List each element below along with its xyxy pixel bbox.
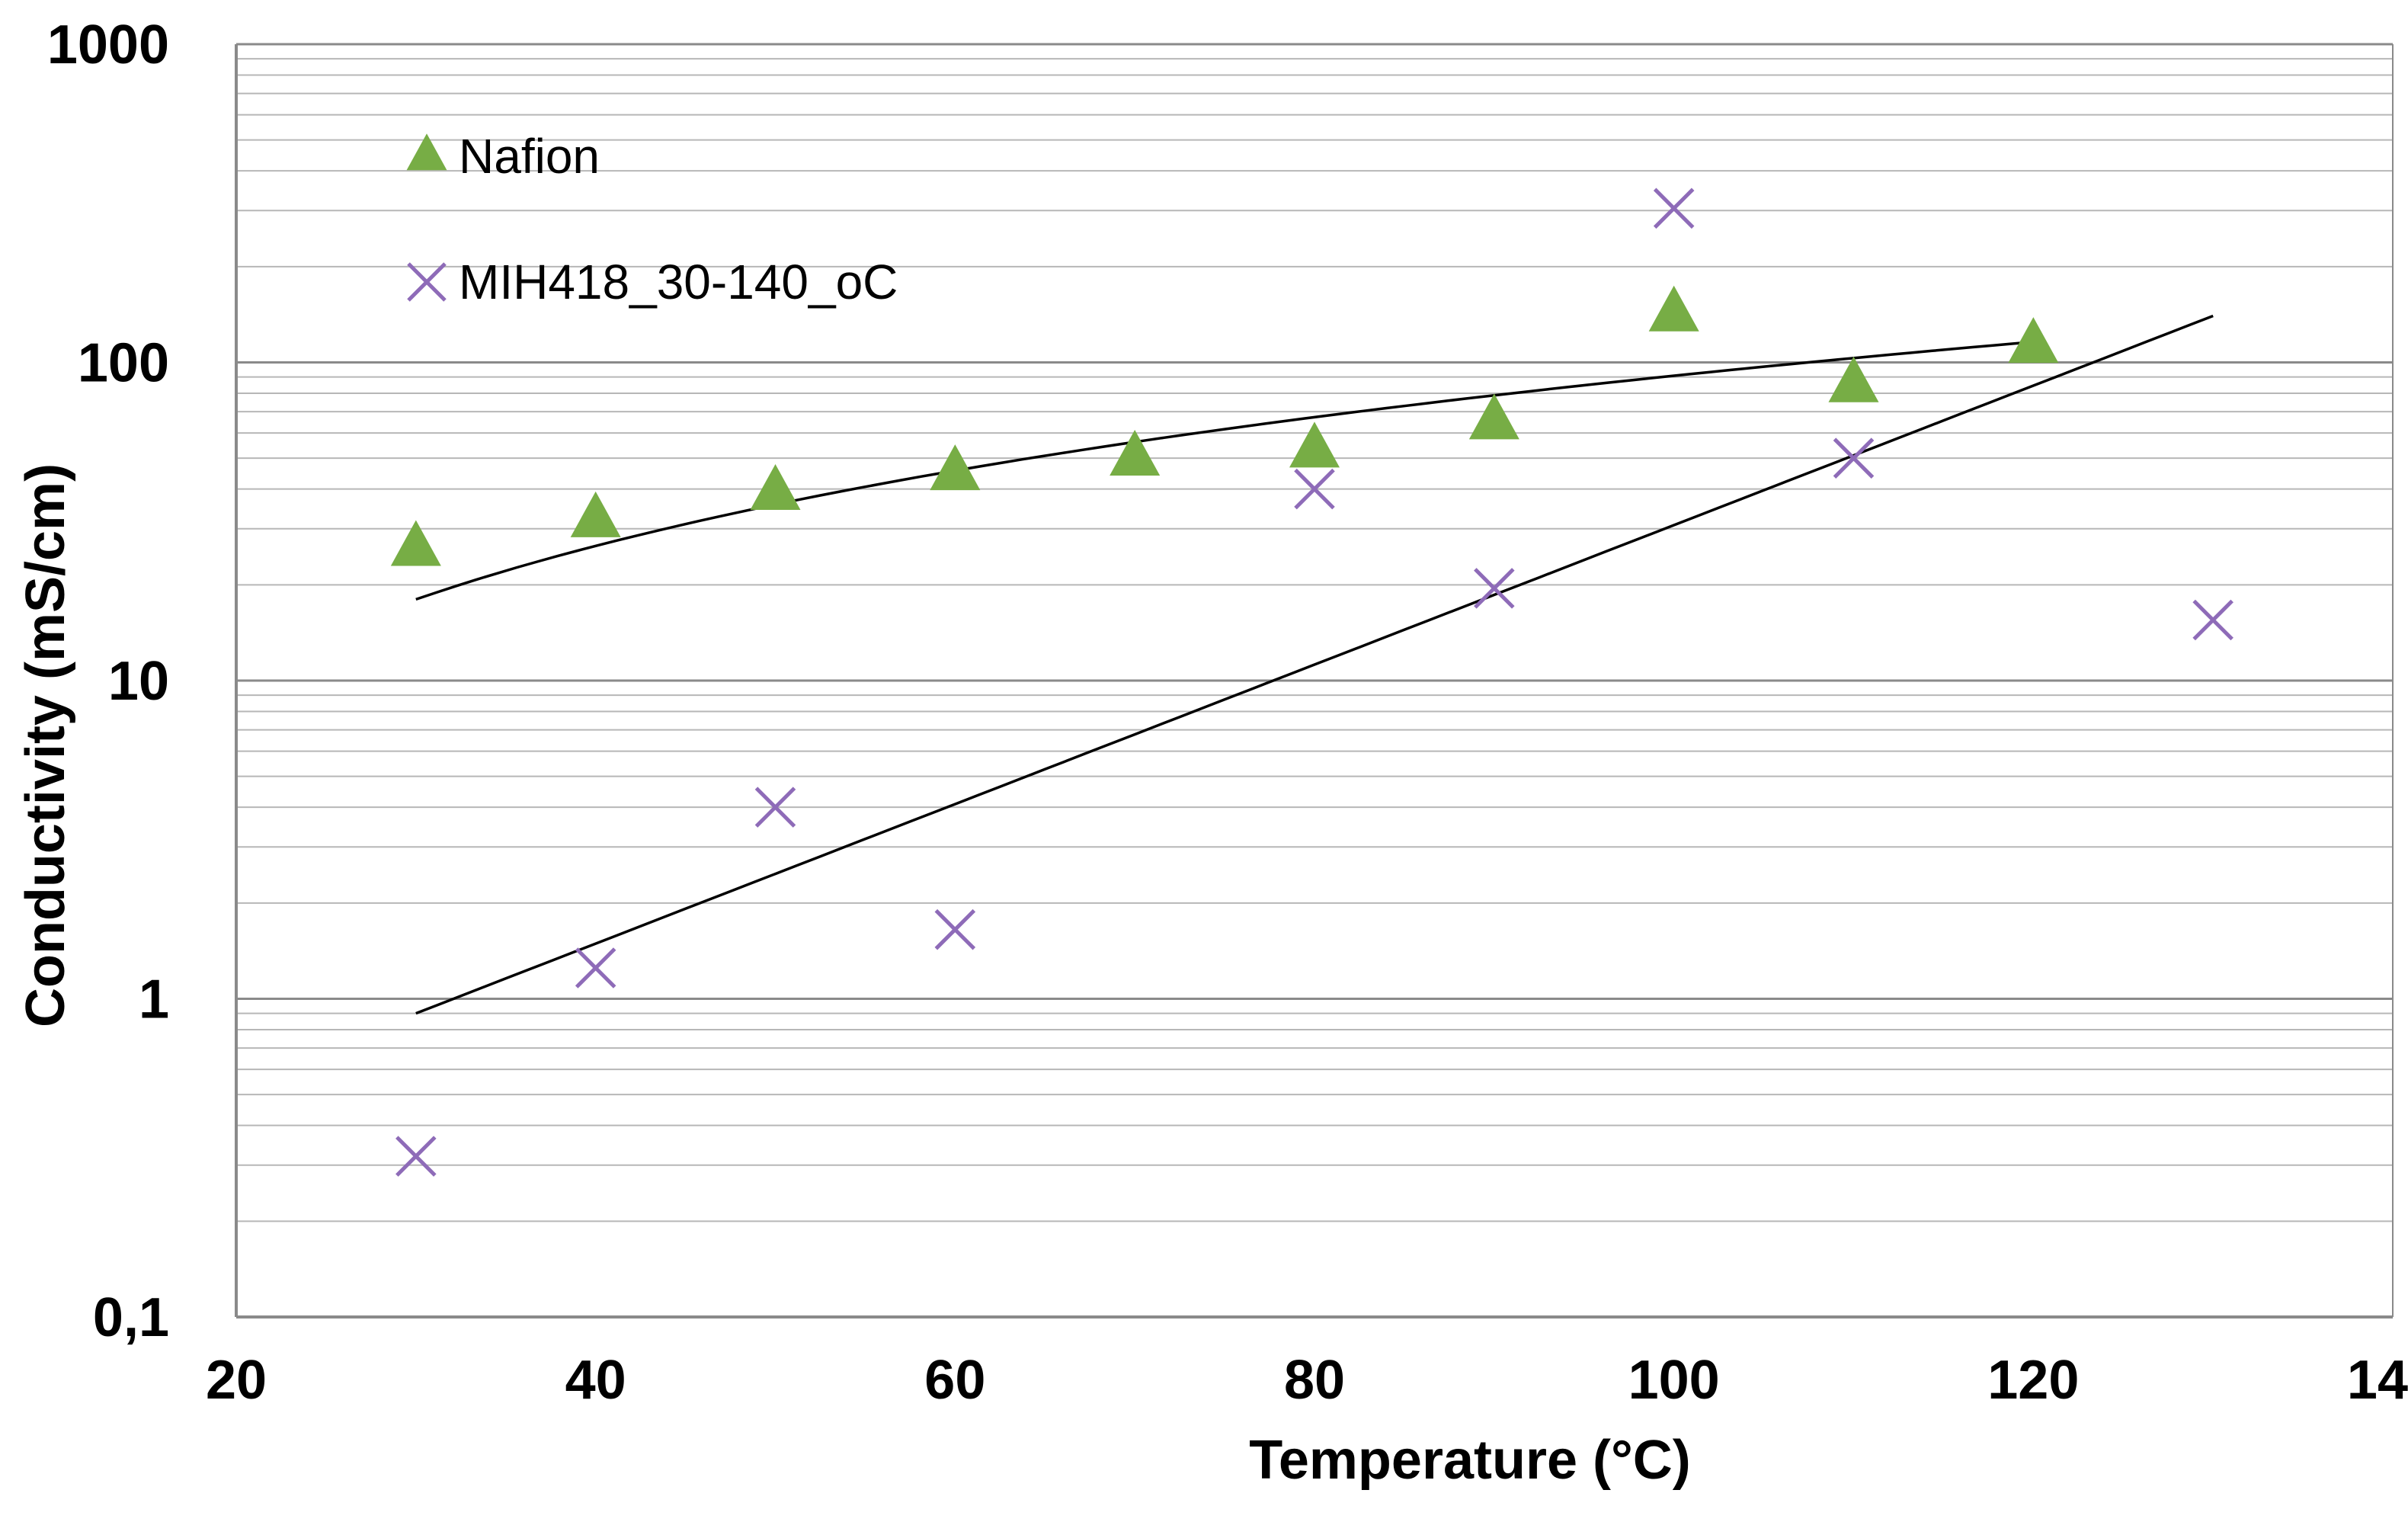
legend-marker-mih418 <box>407 262 447 302</box>
data-point-series-2 <box>1474 568 1515 609</box>
y-tick-label: 1000 <box>47 14 169 75</box>
data-point-series-2 <box>1653 187 1695 229</box>
legend-label: MIH418_30-140_oC <box>459 255 898 309</box>
data-point-series-1 <box>390 520 441 566</box>
legend: Nafion MIH418_30-140_oC <box>406 129 898 309</box>
trendline-series-1 <box>415 340 2034 601</box>
x-tick-label: 60 <box>924 1350 985 1411</box>
y-tick-label: 0,1 <box>93 1287 169 1348</box>
legend-marker-nafion <box>406 133 447 171</box>
tick-labels: 20 40 60 80 100 120 140 0,1 1 10 100 1000 <box>47 14 2408 1411</box>
data-point-series-1 <box>1289 421 1340 468</box>
data-point-series-2 <box>934 908 976 950</box>
data-point-series-2 <box>1833 437 1875 479</box>
data-point-series-2 <box>1294 468 1335 510</box>
trendlines <box>415 314 2214 1015</box>
x-tick-label: 80 <box>1284 1350 1345 1411</box>
x-tick-label: 20 <box>206 1350 267 1411</box>
data-point-series-1 <box>1468 393 1519 440</box>
axes <box>235 44 2394 1319</box>
y-axis-title: Conductivity (mS/cm) <box>15 463 76 1027</box>
data-point-series-2 <box>575 947 616 988</box>
data-point-series-1 <box>1648 285 1699 332</box>
y-tick-label: 1 <box>139 969 169 1030</box>
x-tick-label: 120 <box>1987 1350 2079 1411</box>
data-point-series-1 <box>750 464 801 511</box>
x-tick-label: 100 <box>1628 1350 1720 1411</box>
data-point-series-1 <box>2008 317 2059 364</box>
x-tick-label: 140 <box>2347 1350 2408 1411</box>
y-tick-label: 100 <box>78 333 169 394</box>
data-point-series-1 <box>570 491 621 537</box>
grid-lines <box>236 43 2393 1319</box>
data-point-series-2 <box>395 1136 437 1177</box>
y-tick-label: 10 <box>108 651 169 712</box>
data-point-series-1 <box>1828 356 1879 402</box>
data-point-series-1 <box>930 444 981 491</box>
x-tick-label: 40 <box>565 1350 626 1411</box>
data-point-series-2 <box>754 787 796 828</box>
x-axis-title: Temperature (°C) <box>1249 1430 1691 1491</box>
data-point-series-1 <box>1110 429 1161 476</box>
legend-label: Nafion <box>459 129 600 184</box>
data-point-series-2 <box>2192 599 2233 641</box>
data-points <box>390 187 2233 1177</box>
trendline-series-2 <box>415 314 2214 1015</box>
